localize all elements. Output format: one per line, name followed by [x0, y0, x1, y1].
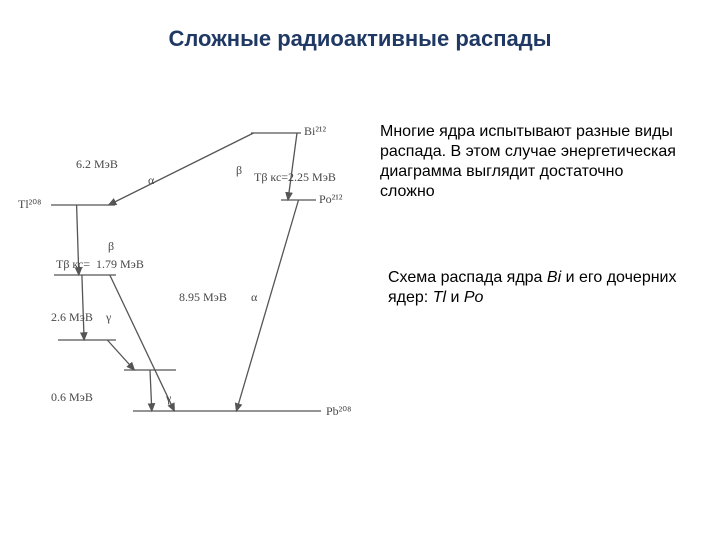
paragraph-description: Многие ядра испытывают разные виды распа…: [380, 122, 680, 202]
arrow-Pb_ex-Pb: [150, 370, 152, 411]
caption-nucleus-po: Po: [464, 289, 484, 306]
annotation-6: β: [108, 239, 114, 254]
annotation-10: γ: [166, 391, 171, 406]
annotation-1: α: [148, 173, 154, 188]
annotation-3: Tβ кс=2.25 МэВ: [254, 170, 336, 185]
caption-text-3: и: [446, 289, 464, 306]
slide: Сложные радиоактивные распады Многие ядр…: [0, 0, 720, 540]
annotation-11: 8.95 МэВ: [179, 290, 227, 305]
caption-nucleus-bi: Bi: [547, 269, 561, 286]
annotation-5: 1.79 МэВ: [96, 257, 144, 272]
decay-scheme-diagram: Bi²¹²Po²¹²Tl²⁰⁸Pb²⁰⁸6.2 МэВαβTβ кс=2.25 …: [36, 115, 366, 445]
arrow-Bi-Po: [288, 133, 297, 200]
node-label-Tl_ex: Tl²⁰⁸: [18, 197, 41, 212]
annotation-12: α: [251, 290, 257, 305]
annotation-0: 6.2 МэВ: [76, 157, 118, 172]
annotation-4: Tβ кс=: [56, 257, 90, 272]
paragraph-caption: Схема распада ядра Bi и его дочерних яде…: [388, 268, 688, 308]
arrow-Bi-Tl_ex: [109, 133, 254, 205]
arrow-Po-Pb: [236, 200, 298, 411]
annotation-2: β: [236, 163, 242, 178]
node-label-Pb: Pb²⁰⁸: [326, 404, 351, 419]
arrow-Tl_low-Pb_ex: [107, 340, 134, 370]
annotation-7: 2.6 МэВ: [51, 310, 93, 325]
node-label-Bi: Bi²¹²: [304, 124, 326, 139]
annotation-8: γ: [106, 310, 111, 325]
arrow-Tl_mid-Tl_low: [82, 275, 84, 340]
caption-nucleus-tl: Tl: [433, 289, 446, 306]
node-label-Po: Po²¹²: [319, 192, 342, 207]
annotation-9: 0.6 МэВ: [51, 390, 93, 405]
caption-text-1: Схема распада ядра: [388, 269, 547, 286]
page-title: Сложные радиоактивные распады: [0, 26, 720, 52]
arrow-Tl_mid-Pb: [110, 275, 175, 411]
